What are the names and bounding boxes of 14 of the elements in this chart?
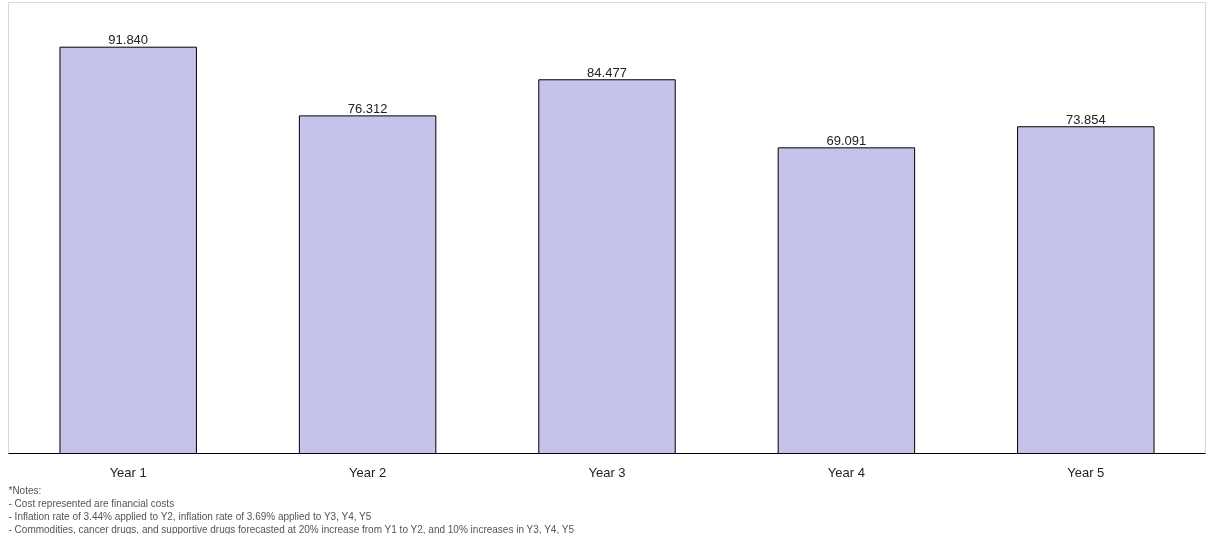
text: *Notes: bbox=[8, 484, 42, 496]
text: - Inflation rate of 3.44% applied to Y2, inflation rate of 3.69% applied to Y3, Y4, Y5 bbox=[8, 510, 372, 522]
x-tick-label: Year 5 bbox=[1067, 464, 1105, 480]
data-label: 76.312 bbox=[347, 100, 388, 116]
x-tick-label: Year 2 bbox=[349, 464, 387, 480]
data-label: 84.477 bbox=[587, 64, 627, 80]
x-tick-label: Year 3 bbox=[588, 464, 626, 480]
data-label: 69.091 bbox=[826, 132, 867, 148]
text: - Commodities, cancer drugs, and supportive drugs forecasted at 20% increase from Y1 to Y2, and 10% increases in Y3, Y4, Y5 bbox=[8, 523, 575, 535]
text: - Cost represented are financial costs bbox=[8, 497, 175, 509]
data-label: 91.840 bbox=[108, 32, 149, 48]
x-tick-label: Year 1 bbox=[109, 464, 147, 480]
data-label: 73.854 bbox=[1065, 111, 1106, 127]
x-tick-label: Year 4 bbox=[827, 464, 865, 480]
